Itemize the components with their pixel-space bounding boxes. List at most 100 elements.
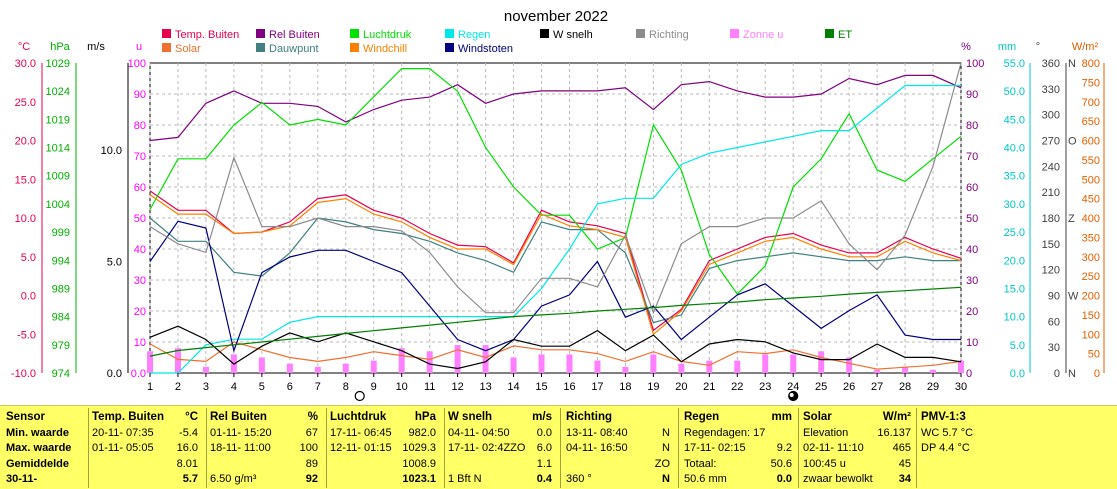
bar-zonne-u [426,351,433,373]
bar-zonne-u [482,345,489,373]
uv-axis-tick: 10 [134,337,146,349]
bar-zonne-u [734,360,741,373]
rain-axis-tick: 55.0 [1004,58,1025,70]
series-windstoten [149,220,961,353]
bar-zonne-u [874,369,881,373]
direction-axis-tick: 120 [1042,265,1060,277]
bar-zonne-u [818,351,825,373]
legend-label: ET [838,29,852,41]
x-tick-label: 21 [703,381,715,393]
x-tick-label: 12 [451,381,463,393]
legend-swatch [445,29,454,38]
stats-row-labels: Sensor Min. waarde Max. waarde Gemiddeld… [6,410,90,488]
solar-axis-tick: 400 [1082,213,1100,225]
solar-axis-tick: 300 [1082,252,1100,264]
legend: Temp. Buiten Solar Rel Buiten Dauwpunt Lucht… [162,29,852,55]
temp-axis-tick: -10.0 [11,368,36,380]
press-min-time: 17-11- 06:45 [330,426,392,439]
temp-axis-tick: 15.0 [15,174,36,186]
plot-border [149,62,962,374]
rain-current: 0.0 [776,473,792,485]
dir-avg: ZO [654,457,670,470]
right-axes: %1009080706050403020100mm55.050.045.040.… [961,41,1100,380]
uv-axis-tick: 70 [134,151,146,163]
temp-axis-tick: 5.0 [21,252,36,264]
hum-min-time: 01-11- 15:20 [210,426,272,439]
press-current: 1023.1 [402,473,436,485]
x-tick-label: 7 [315,381,321,393]
x-tick-label: 18 [619,381,631,393]
moon-markers [354,390,799,402]
direction-axis-tick: 180 [1042,213,1060,225]
x-tick-label: 19 [647,381,659,393]
x-tick-label: 5 [259,381,265,393]
bar-zonne-u [678,363,685,373]
x-tick-label: 16 [563,381,575,393]
chart-title: november 2022 [504,8,608,25]
pressure-axis-tick: 979 [52,340,70,352]
bar-zonne-u [846,357,853,373]
direction-axis-tick: 330 [1042,84,1060,96]
direction-axis-tick: 90 [1048,291,1060,303]
rain-axis-tick: 40.0 [1004,143,1025,155]
pmv-dewpoint: DP 4.4 °C [921,442,970,454]
rain-axis-tick: 25.0 [1004,227,1025,239]
compass-label: N [1068,58,1076,70]
solar-avg: 45 [898,457,911,470]
temp-unit: °C [185,411,198,423]
rain-days: Regendagen: 17 [684,426,766,439]
moon-marker [354,390,365,402]
humidity-axis-tick: 90 [966,89,978,101]
compass-label: Z [1068,213,1075,225]
compass-label: O [1068,136,1077,148]
temp-axis-tick: -5.0 [17,329,36,341]
legend-label: Temp. Buiten [175,29,239,41]
x-tick-label: 27 [871,381,883,393]
bar-zonne-u [930,369,937,373]
pressure-axis-tick: 989 [52,283,70,295]
hum-unit: % [307,411,318,423]
solar-elev-label: Elevation [803,426,849,439]
series-dauwpunt [149,217,961,324]
temp-min-value: -5.4 [179,426,198,439]
series-solar [149,341,962,370]
pressure-axis-tick: 1004 [46,199,70,211]
solar-elev-value: 16.137 [877,426,911,439]
left-axes: °C 30.0 25.0 20.0 15.0 10.0 5.0 0.0 -5.0 -10.0 hPa… [11,41,1105,380]
stats-wind: W snelh m/s 04-11- 04:50 0.0 17-11- 02:4ZZ… [448,410,556,488]
solar-axis-label: W/m² [1072,41,1099,53]
rain-total-value: 50.6 [770,457,792,470]
hum-max-time: 18-11- 11:00 [210,442,271,454]
legend-swatch [445,43,454,52]
stats-rain: Regen mm Regendagen: 17 17-11- 02:15 9.2 T… [684,410,794,488]
pressure-axis-tick: 999 [52,227,70,239]
solar-axis-tick: 250 [1082,271,1100,283]
series-luchtdruk [149,67,962,296]
rain-axis-tick: 15.0 [1004,283,1025,295]
legend-swatch [350,43,359,52]
x-tick-label: 26 [843,381,855,393]
humidity-axis-tick: 60 [966,182,978,194]
series-et [149,286,962,357]
legend-swatch [162,29,171,38]
humidity-axis-tick: 0 [966,368,972,380]
humidity-axis-tick: 20 [966,306,978,318]
bar-zonne-u [258,357,265,373]
bar-zonne-u [790,354,797,373]
humidity-axis-tick: 40 [966,244,978,256]
series-lines [149,62,962,374]
legend-swatch [350,29,359,38]
solar-axis-tick: 800 [1082,58,1100,70]
bar-zonne-u [202,366,209,373]
press-head: Luchtdruk [330,411,387,423]
wind-bft: 1 Bft N [448,473,482,485]
bar-zonne-u [538,354,545,373]
x-tick-label: 6 [287,381,293,393]
stats-temp: Temp. Buiten °C 20-11- 07:35 -5.4 01-11- 0… [92,410,202,488]
bar-zonne-u [566,354,573,373]
uv-axis-tick: 100 [128,58,146,70]
humidity-axis-tick: 70 [966,151,978,163]
x-tick-label: 3 [203,381,209,393]
bar-zonne-u [314,366,321,373]
direction-axis-tick: 300 [1042,110,1060,122]
